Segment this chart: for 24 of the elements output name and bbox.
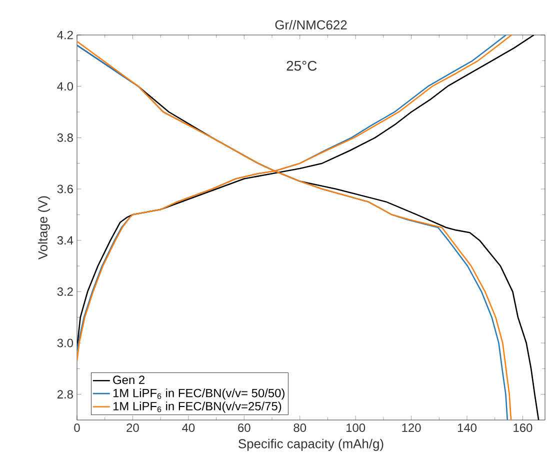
x-tick-label: 100	[346, 424, 366, 432]
x-tick-label: 60	[238, 424, 250, 432]
chart-title: Gr//NMC622	[275, 20, 347, 30]
x-tick-label: 120	[402, 424, 421, 432]
y-tick-label: 3.2	[57, 287, 73, 296]
annotation: 25°C	[286, 60, 317, 71]
y-tick-label: 3.8	[57, 133, 73, 142]
y-tick-label: 3.0	[57, 338, 74, 348]
y-tick-label: 3.6	[57, 184, 73, 194]
y-tick-label: 2.8	[57, 390, 73, 399]
legend-label: 1M LiPF$_{6}$ in FEC/BN(v/v=25/75)	[113, 402, 282, 413]
x-tick-label: 20	[126, 424, 139, 432]
y-tick-label: 3.4	[57, 236, 74, 245]
x-axis-title: Specific capacity (mAh/g)	[238, 438, 384, 451]
y-tick-label: 4.2	[57, 30, 73, 40]
x-tick-label: 160	[514, 424, 532, 432]
x-tick-label: 80	[294, 424, 306, 432]
legend-label: Gen 2	[113, 376, 144, 384]
x-tick-label: 140	[458, 424, 477, 432]
y-tick-label: 4.0	[57, 82, 74, 91]
x-tick-label: 0	[74, 424, 80, 432]
legend-label: 1M LiPF$_{6}$ in FEC/BN(v/v= 50/50)	[113, 388, 284, 400]
x-tick-label: 40	[182, 424, 195, 432]
y-axis-title: Voltage (V)	[38, 196, 50, 260]
